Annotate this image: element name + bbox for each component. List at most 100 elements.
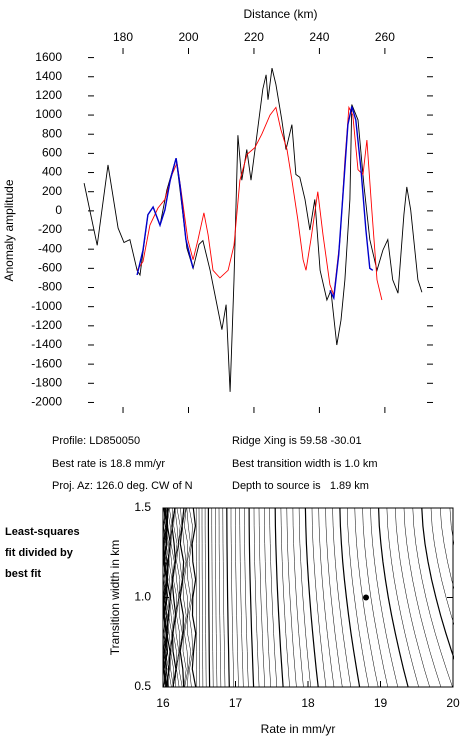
y-tick-label: -600	[38, 261, 62, 275]
x-tick-label: 240	[309, 30, 329, 44]
contour-line	[292, 507, 304, 688]
contour-line	[370, 507, 399, 688]
y-tick-label: 0	[55, 203, 62, 217]
contour-line	[318, 507, 335, 688]
panel-title: best fit	[5, 568, 41, 580]
y-tick-label: -1800	[31, 375, 62, 389]
x-tick-label: 180	[113, 30, 133, 44]
x-axis-title: Rate in mm/yr	[261, 722, 336, 736]
contour-line	[184, 507, 189, 688]
x-tick-label: 19	[374, 696, 388, 710]
contour-line	[239, 507, 244, 688]
y-tick-label: -800	[38, 280, 62, 294]
contour-line	[403, 507, 442, 688]
y-tick-label: 400	[42, 165, 62, 179]
series-line	[329, 106, 374, 301]
y-tick-label: 1000	[35, 107, 62, 121]
contour-line	[347, 507, 370, 688]
contour-line	[195, 508, 198, 688]
contour-line	[186, 507, 191, 688]
contour-line	[311, 507, 327, 688]
contour-line	[298, 507, 311, 688]
contour-line	[304, 507, 319, 688]
contour-line	[215, 507, 218, 688]
contour-line	[171, 507, 177, 688]
series-line	[136, 105, 383, 301]
y-axis-title: Anomaly amplitude	[2, 179, 16, 281]
best-fit-point	[363, 594, 369, 601]
y-tick-label: 200	[42, 184, 62, 198]
contour-line	[179, 507, 185, 688]
x-tick-label: 18	[301, 696, 315, 710]
contour-line	[339, 507, 361, 688]
contour-line	[264, 507, 271, 688]
contour-clip-cover	[454, 506, 467, 689]
x-tick-label: 220	[244, 30, 264, 44]
contour-line	[226, 507, 230, 688]
y-tick-label: -200	[38, 222, 62, 236]
contour-line	[204, 508, 207, 688]
y-tick-label: 1.0	[134, 590, 151, 604]
x-tick-label: 17	[229, 696, 243, 710]
annotation: Best rate is 18.8 mm/yr	[52, 458, 165, 470]
contour-line	[182, 507, 187, 688]
annotation: Best transition width is 1.0 km	[232, 458, 378, 470]
contour-line	[362, 507, 389, 688]
y-tick-label: -1400	[31, 337, 62, 351]
contour-line	[211, 508, 214, 688]
x-tick-label: 260	[375, 30, 395, 44]
contour-line	[378, 507, 409, 688]
contour-line	[178, 507, 183, 688]
series-line	[83, 67, 423, 392]
contour-line	[280, 507, 290, 688]
y-tick-label: 800	[42, 126, 62, 140]
contour-line	[244, 507, 249, 688]
annotation: Profile: LD850050	[52, 435, 140, 447]
contour-line	[207, 508, 211, 688]
contour-line	[412, 507, 453, 688]
y-tick-label: 1200	[35, 88, 62, 102]
contour-line	[253, 507, 260, 688]
x-tick-label: 200	[178, 30, 198, 44]
contour-line	[258, 507, 266, 688]
panel-title: Least-squares	[5, 526, 80, 538]
contour-line	[269, 507, 278, 688]
contour-line	[325, 507, 343, 688]
contour-line	[218, 507, 222, 688]
contour-line	[386, 507, 419, 688]
contour-line	[170, 507, 175, 687]
y-tick-label: 1400	[35, 69, 62, 83]
contour-line	[395, 507, 430, 688]
y-axis-title: Transition width in km	[108, 540, 122, 656]
contour-line	[354, 507, 379, 688]
x-axis-title: Distance (km)	[243, 7, 317, 21]
contour-line	[332, 507, 352, 688]
y-tick-label: 1.5	[134, 500, 151, 514]
contour-line	[286, 507, 297, 688]
contour-line	[198, 507, 201, 688]
panel-title: fit divided by	[5, 547, 74, 559]
contour-line	[421, 507, 465, 688]
y-tick-label: -1200	[31, 318, 62, 332]
contour-line	[235, 508, 239, 688]
contour-line	[230, 508, 235, 688]
contour-line	[173, 507, 178, 688]
y-tick-label: 1600	[35, 50, 62, 64]
contour-line	[222, 507, 226, 688]
x-tick-label: 16	[156, 696, 170, 710]
contour-line	[191, 507, 197, 688]
contour-line	[201, 508, 204, 688]
annotation: Depth to source is 1.89 km	[232, 480, 369, 492]
y-tick-label: -1000	[31, 299, 62, 313]
contour-line	[274, 507, 284, 688]
contour-line	[169, 507, 174, 688]
y-tick-label: 600	[42, 146, 62, 160]
y-tick-label: -1600	[31, 356, 62, 370]
contour-line	[248, 507, 255, 688]
annotation: Proj. Az: 126.0 deg. CW of N	[52, 480, 193, 492]
x-tick-label: 20	[446, 696, 460, 710]
annotation: Ridge Xing is 59.58 -30.01	[232, 435, 362, 447]
